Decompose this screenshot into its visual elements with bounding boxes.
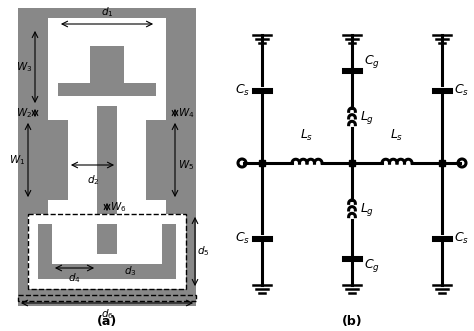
Text: $W_3$: $W_3$ bbox=[16, 60, 32, 74]
Bar bbox=[38, 224, 176, 279]
Bar bbox=[97, 200, 117, 214]
Bar bbox=[97, 120, 117, 200]
Bar bbox=[58, 28, 90, 83]
Text: $W_5$: $W_5$ bbox=[178, 158, 194, 172]
Text: (a): (a) bbox=[97, 315, 117, 328]
Text: $L_s$: $L_s$ bbox=[301, 128, 314, 143]
Text: $C_g$: $C_g$ bbox=[364, 258, 380, 274]
Bar bbox=[48, 106, 166, 120]
Bar bbox=[58, 28, 156, 46]
Text: $C_g$: $C_g$ bbox=[364, 54, 380, 71]
Text: $W_1$: $W_1$ bbox=[9, 153, 25, 167]
Bar bbox=[28, 214, 186, 289]
Bar bbox=[28, 214, 186, 289]
Text: $d_1$: $d_1$ bbox=[100, 5, 113, 19]
Text: $L_g$: $L_g$ bbox=[360, 202, 374, 218]
Bar bbox=[97, 106, 117, 120]
Text: $d_4$: $d_4$ bbox=[68, 271, 81, 285]
Bar bbox=[52, 224, 162, 264]
Bar bbox=[97, 224, 117, 264]
Text: $d_3$: $d_3$ bbox=[124, 264, 137, 278]
Text: $d_5$: $d_5$ bbox=[197, 244, 210, 258]
Bar bbox=[124, 28, 156, 83]
Bar bbox=[18, 295, 196, 301]
Text: $C_s$: $C_s$ bbox=[235, 230, 250, 246]
Bar bbox=[48, 200, 166, 214]
Bar bbox=[68, 120, 97, 200]
Text: $d_6$: $d_6$ bbox=[100, 307, 113, 321]
Text: $C_s$: $C_s$ bbox=[235, 82, 250, 98]
Text: $L_s$: $L_s$ bbox=[390, 128, 404, 143]
Text: $W_4$: $W_4$ bbox=[178, 106, 194, 120]
Text: (b): (b) bbox=[342, 315, 362, 328]
Bar bbox=[58, 28, 156, 96]
Text: $L_g$: $L_g$ bbox=[360, 110, 374, 126]
Text: $C_s$: $C_s$ bbox=[454, 82, 469, 98]
Text: $C_s$: $C_s$ bbox=[454, 230, 469, 246]
Text: $W_6$: $W_6$ bbox=[110, 200, 127, 214]
Text: $W_2$: $W_2$ bbox=[16, 106, 32, 120]
Bar bbox=[117, 120, 146, 200]
Text: $d_2$: $d_2$ bbox=[87, 173, 99, 187]
Bar bbox=[18, 8, 196, 306]
Bar bbox=[48, 18, 166, 106]
Bar bbox=[72, 254, 142, 264]
